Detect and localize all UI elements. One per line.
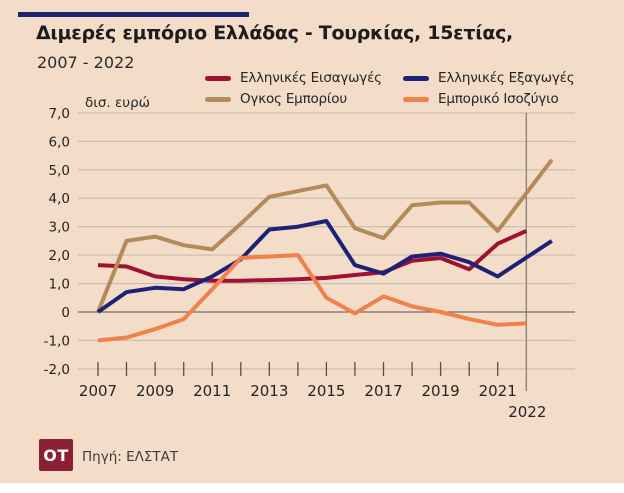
legend-label-balance: Εμπορικό Ισοζύγιο [438, 91, 559, 107]
legend-swatch-imports [205, 75, 231, 81]
legend-item-balance: Εμπορικό Ισοζύγιο [403, 91, 559, 107]
page-title: Διμερές εμπόριο Ελλάδας - Τουρκίας, 15ετ… [36, 22, 513, 44]
y-tick-label: -2,0 [44, 362, 70, 378]
x-tick-label: 2009 [136, 382, 174, 400]
y-axis-unit-label: δισ. ευρώ [85, 95, 150, 111]
y-tick-label: 1,0 [49, 277, 70, 293]
legend-label-imports: Ελληνικές Εισαγωγές [240, 70, 382, 86]
legend-item-volume: Ογκος Εμπορίου [205, 91, 347, 107]
ot-logo: OT [39, 439, 73, 471]
legend-label-volume: Ογκος Εμπορίου [240, 91, 347, 107]
y-tick-label: 0 [61, 305, 70, 321]
y-tick-label: 4,0 [49, 191, 70, 207]
accent-bar [18, 12, 249, 17]
legend-swatch-exports [403, 75, 429, 81]
x-tick-label: 2007 [79, 382, 117, 400]
x-tick-label: 2019 [422, 382, 460, 400]
y-tick-label: 6,0 [49, 134, 70, 150]
y-tick-label: 3,0 [49, 220, 70, 236]
legend-label-exports: Ελληνικές Εξαγωγές [438, 70, 575, 86]
series-line-balance [97, 253, 527, 343]
x-tick-label: 2017 [364, 382, 402, 400]
page-subtitle: 2007 - 2022 [37, 53, 135, 72]
y-tick-label: 5,0 [49, 163, 70, 179]
bottom-strip [0, 483, 624, 493]
series-line-volume [96, 158, 554, 313]
series-line-exports [96, 219, 553, 314]
x-tick-label: 2021 [479, 382, 517, 400]
source-text: Πηγή: ΕΛΣΤΑΤ [82, 449, 179, 465]
x-tick-label: 2015 [307, 382, 345, 400]
legend-item-imports: Ελληνικές Εισαγωγές [205, 70, 382, 86]
x-tick-label: 2011 [193, 382, 231, 400]
legend-swatch-balance [403, 96, 429, 102]
legend-item-exports: Ελληνικές Εξαγωγές [403, 70, 575, 86]
y-tick-label: -1,0 [44, 333, 70, 349]
legend-swatch-volume [205, 96, 231, 102]
x-tick-label: 2013 [250, 382, 288, 400]
y-tick-label: 2,0 [49, 248, 70, 264]
marker-year-label: 2022 [508, 403, 546, 421]
y-tick-label: 7,0 [49, 106, 70, 122]
